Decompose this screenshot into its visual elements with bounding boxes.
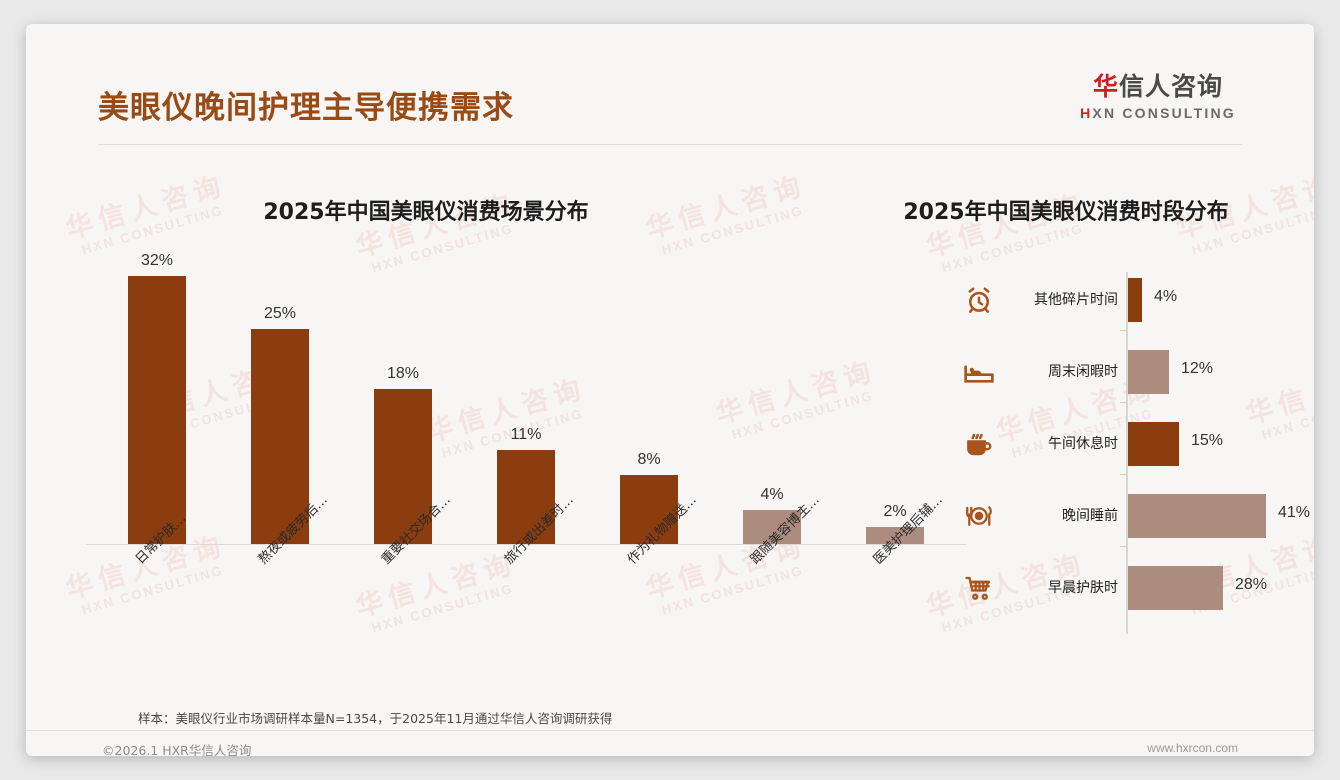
timeslot-row: 晚间睡前 41% (966, 490, 1310, 542)
horizontal-bar-chart: 其他碎片时间 4% 周末闲暇时 12% 午间休息时 15% 晚间睡前 41% 早晨护肤时 28% (964, 272, 1310, 642)
bar-column: 8% (620, 252, 678, 544)
bar (1128, 494, 1266, 538)
bar (1128, 422, 1179, 466)
bar-value-label: 4% (760, 486, 784, 503)
timeslot-row: 其他碎片时间 4% (966, 274, 1296, 326)
plate-cutlery-icon (956, 493, 1002, 539)
bar (1128, 350, 1169, 394)
chart-panel-scenario: 2025年中国美眼仪消费场景分布 32% 25% 18% 11% 8% 4% 2% 日常护肤… (66, 194, 966, 674)
logo-chinese: 华信人咨询 (1074, 72, 1242, 101)
bar-value-label: 12% (1181, 360, 1214, 377)
chart-title-timeslot: 2025年中国美眼仪消费时段分布 (903, 200, 1229, 225)
alarm-clock-icon (956, 277, 1002, 323)
sample-note: 样本：美眼仪行业市场调研样本量N=1354，于2025年11月通过华信人咨询调研… (138, 711, 613, 726)
header-divider (98, 144, 1242, 145)
logo-english: HXN CONSULTING (1074, 105, 1242, 121)
bar-column: 4% (743, 252, 801, 544)
timeslot-row: 午间休息时 15% (966, 418, 1296, 470)
vertical-bar-plot-area: 32% 25% 18% 11% 8% 4% 2% (96, 252, 956, 544)
timeslot-category-label: 其他碎片时间 (1034, 292, 1118, 308)
chart-title-scenario: 2025年中国美眼仪消费场景分布 (263, 200, 589, 225)
bar (1128, 278, 1142, 322)
bar-column: 25% (251, 252, 309, 544)
logo-english-accent: H (1080, 105, 1093, 122)
bar (497, 450, 555, 544)
bar-value-label: 11% (510, 426, 542, 443)
shopping-cart-icon (956, 565, 1002, 611)
timeslot-row: 早晨护肤时 28% (965, 562, 1296, 614)
bar (620, 475, 678, 544)
bar-value-label: 2% (883, 503, 907, 520)
bar-column: 11% (497, 252, 555, 544)
bar-value-label: 4% (1154, 288, 1178, 305)
axis-tick (1120, 330, 1127, 331)
axis-tick (1120, 402, 1127, 403)
logo-english-rest: XN CONSULTING (1092, 105, 1236, 122)
vertical-bar-chart: 32% 25% 18% 11% 8% 4% 2% 日常护肤… 熬夜或疲劳后… 重要社交场合… 旅行… (66, 242, 966, 632)
bar-value-label: 28% (1235, 576, 1268, 593)
axis-tick (1120, 546, 1127, 547)
vertical-chart-baseline (86, 544, 966, 545)
copyright-text: ©2026.1 HXR华信人咨询 (102, 743, 252, 756)
bar (866, 527, 924, 544)
footer-divider (26, 730, 1314, 731)
axis-tick (1120, 474, 1127, 475)
timeslot-category-label: 周末闲暇时 (1048, 364, 1118, 380)
bar-value-label: 25% (263, 305, 297, 322)
bar (128, 276, 186, 544)
bar-column: 18% (374, 252, 432, 544)
bar-value-label: 41% (1278, 504, 1311, 521)
chart-panel-timeslot: 2025年中国美眼仪消费时段分布 其他碎片时间 4% 周末闲暇时 12% 午间休息时 15… (903, 194, 1310, 674)
bar-column: 2% (866, 252, 924, 544)
timeslot-category-label: 午间休息时 (1048, 436, 1118, 452)
bar-value-label: 15% (1191, 432, 1224, 449)
timeslot-category-label: 晚间睡前 (1062, 508, 1118, 524)
bar (743, 510, 801, 544)
timeslot-row: 周末闲暇时 12% (964, 346, 1296, 398)
logo-chinese-rest: 信人咨询 (1119, 72, 1224, 101)
bar (251, 329, 309, 544)
bar (1128, 566, 1223, 610)
page-title: 美眼仪晚间护理主导便携需求 (98, 90, 514, 126)
bar-value-label: 18% (386, 365, 420, 382)
bar-value-label: 32% (140, 252, 174, 269)
slide-header: 美眼仪晚间护理主导便携需求 华信人咨询 HXN CONSULTING (26, 24, 1314, 146)
logo-chinese-accent: 华 (1092, 72, 1119, 101)
slide-card: 华信人咨询 HXN CONSULTING 华信人咨询 HXN CONSULTING 华信… (26, 24, 1314, 756)
company-logo: 华信人咨询 HXN CONSULTING (1074, 72, 1242, 121)
bar-value-label: 8% (637, 451, 661, 468)
coffee-cup-icon (956, 421, 1002, 467)
bar (374, 389, 432, 544)
website-url: www.hxrcon.com (1147, 741, 1238, 755)
horizontal-chart-axis (1126, 272, 1128, 634)
bed-icon (956, 349, 1002, 395)
bar-column: 32% (128, 252, 186, 544)
vertical-chart-category-labels: 日常护肤… 熬夜或疲劳后… 重要社交场合… 旅行或出差时… 作为礼物赠送… 跟随美容博主…… (96, 492, 966, 664)
timeslot-category-label: 早晨护肤时 (1048, 580, 1118, 596)
